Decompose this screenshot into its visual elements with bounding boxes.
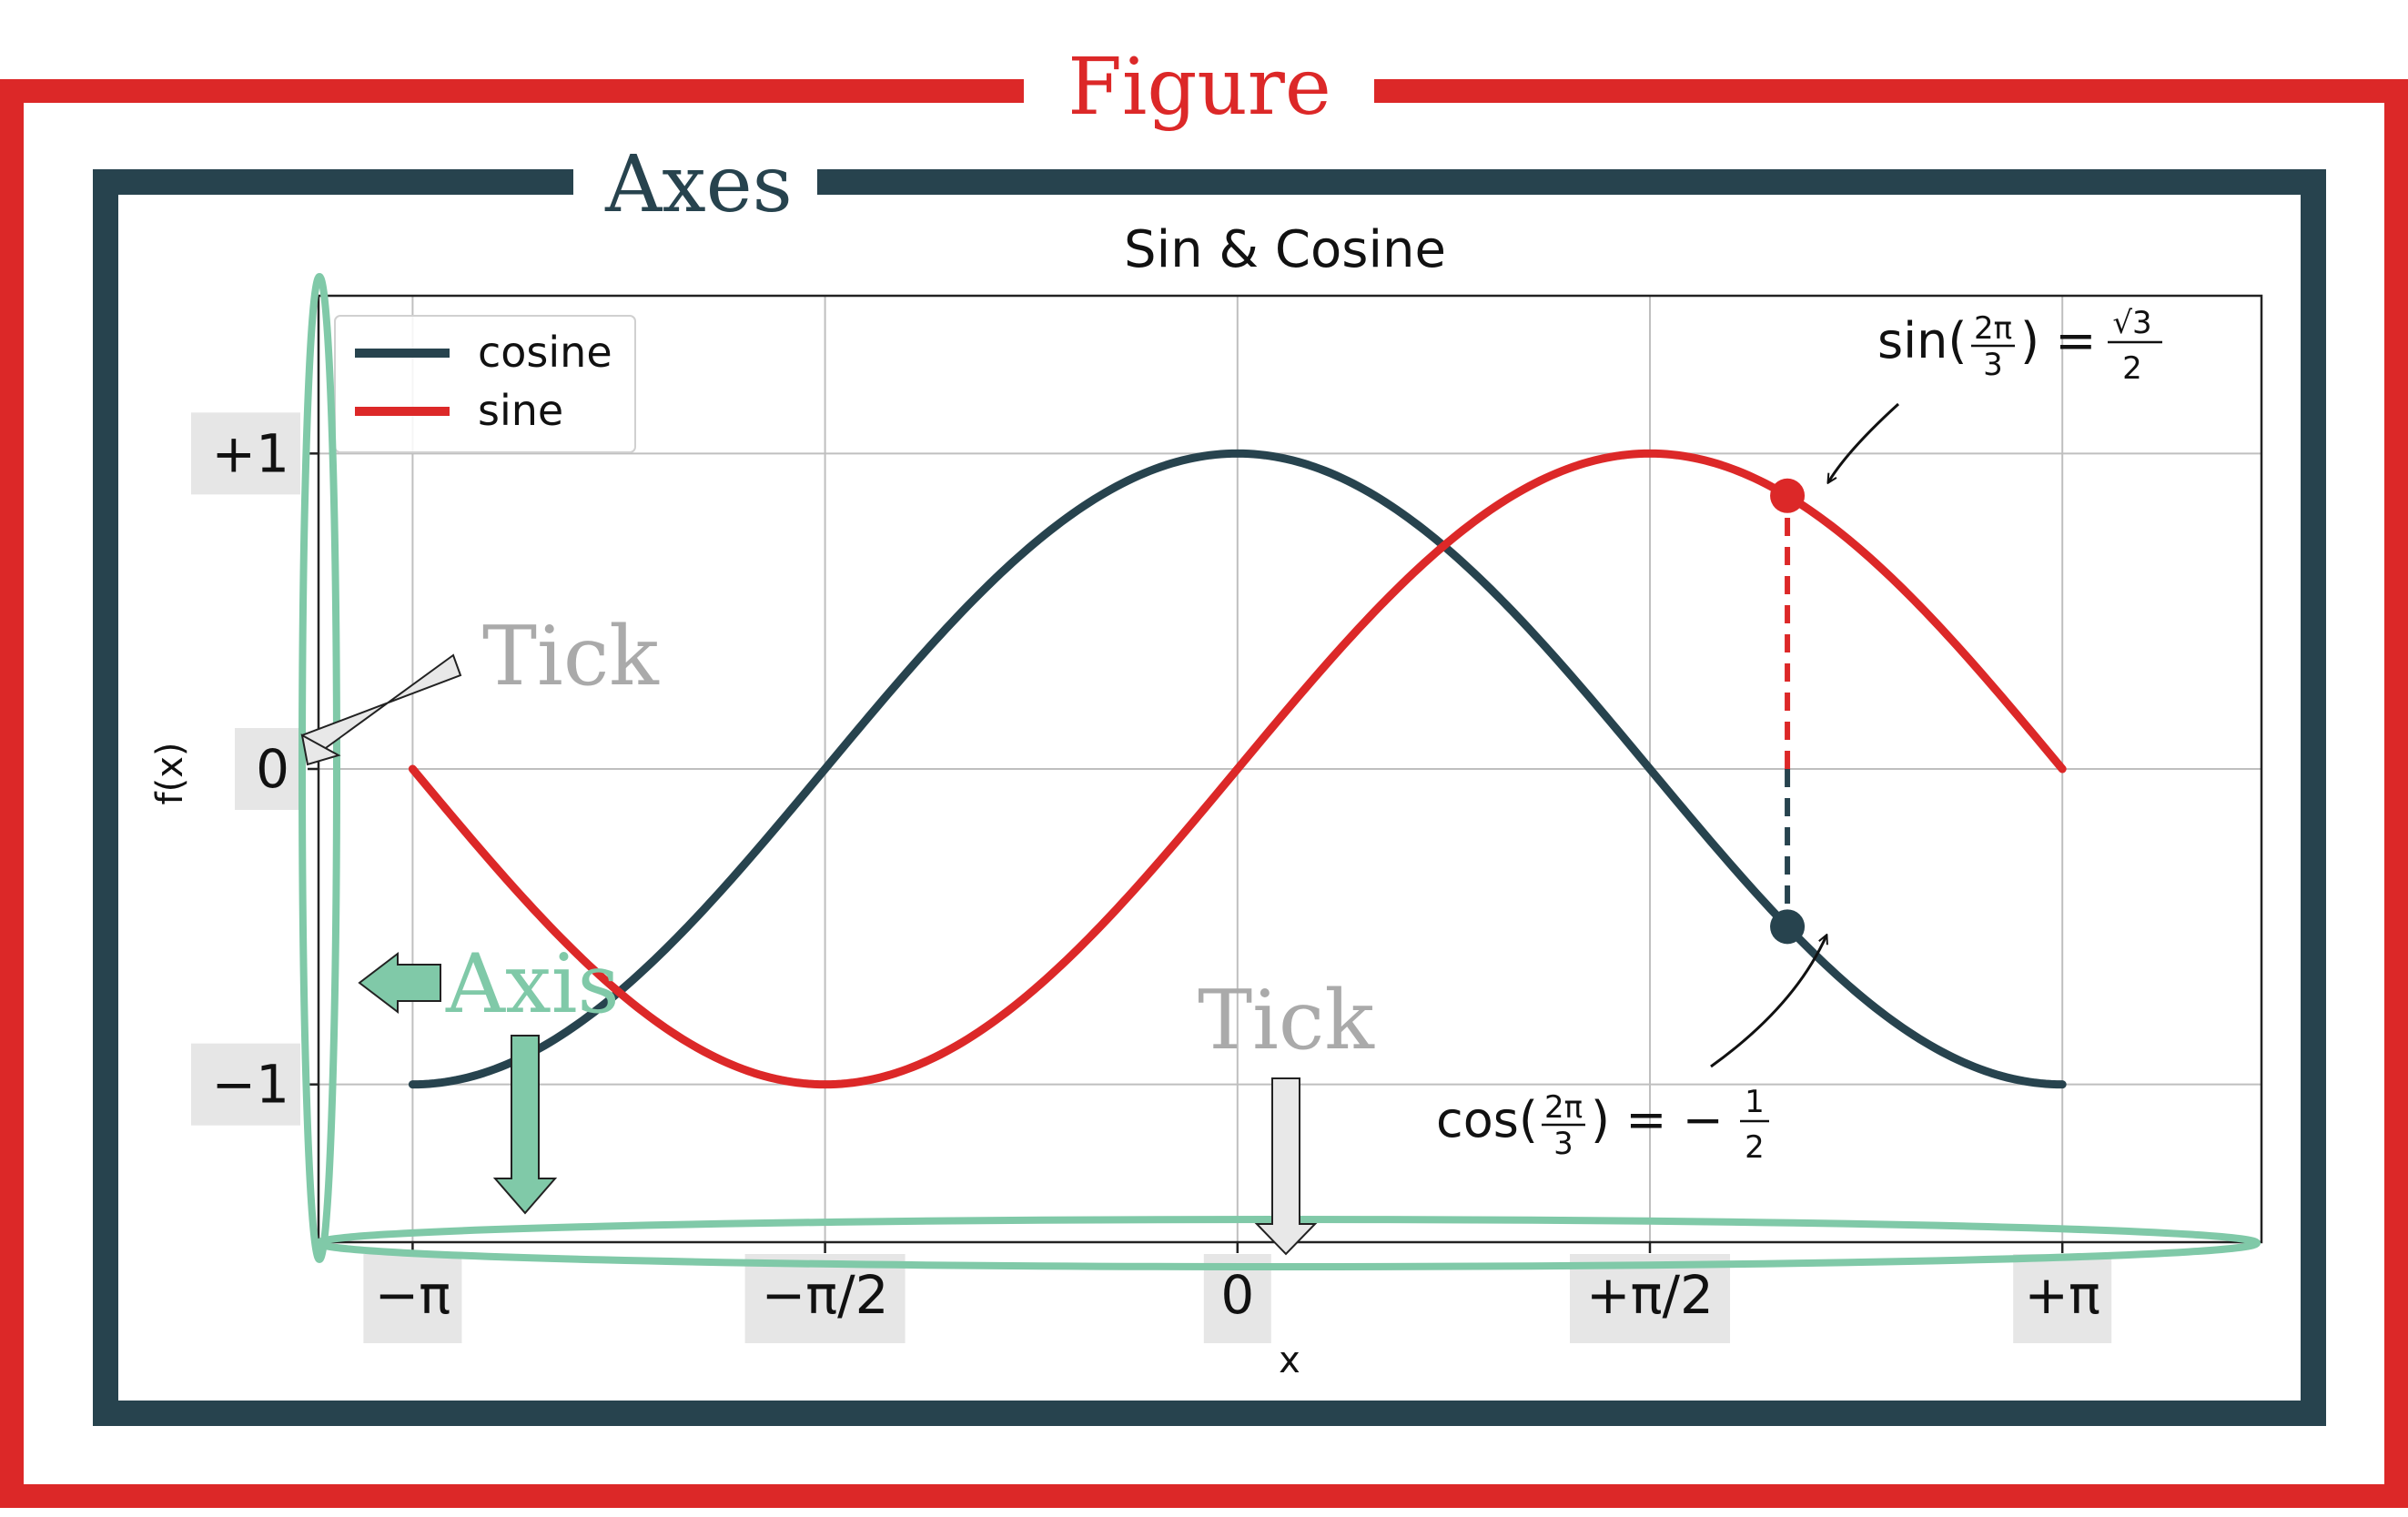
svg-text:2π: 2π [1974, 310, 2012, 347]
y-axis-label: f(x) [149, 743, 191, 805]
annotation-marks [1770, 478, 1806, 945]
x-tick-label: +π/2 [1586, 1264, 1714, 1326]
legend-sine-label: sine [478, 386, 563, 435]
y-axis-highlight [298, 273, 340, 1263]
svg-text:√3: √3 [2112, 305, 2151, 341]
svg-text:2: 2 [1745, 1129, 1765, 1166]
tick-marks [308, 452, 2064, 1253]
x-tick-label-bg [2013, 1254, 2112, 1343]
legend: cosine sine [334, 315, 636, 453]
axes-label: Axes [604, 139, 793, 230]
chart-title: Sin & Cosine [1124, 220, 1446, 279]
y-tick-label-bg [235, 728, 300, 810]
legend-cosine-label: cosine [478, 328, 612, 377]
y-tick-label-bg [191, 1043, 300, 1126]
figure-label-bg [1024, 36, 1374, 137]
tick-callout-left: Tick [482, 609, 660, 704]
x-tick-label: 0 [1220, 1264, 1254, 1326]
svg-text:2π: 2π [1544, 1089, 1583, 1126]
cosine-annotation-arrow [1710, 935, 1826, 1068]
x-tick-label-bg [744, 1254, 906, 1343]
sine-annotation-arrow [1828, 402, 1900, 482]
y-tick-label: −1 [212, 1054, 290, 1116]
axis-callout: Axis [445, 936, 620, 1032]
x-tick-label: −π/2 [762, 1264, 889, 1326]
axes-frame [93, 169, 2326, 1426]
tick-label-highlights [191, 412, 2112, 1343]
x-tick-label: −π [375, 1264, 451, 1326]
svg-text:3: 3 [1983, 347, 2003, 383]
y-tick-label: 0 [256, 738, 289, 800]
axis-arrow-left [358, 951, 441, 1015]
tick-labels: −π −π/2 0 +π/2 +π +1 0 −1 [212, 422, 2100, 1326]
svg-text:2: 2 [2122, 350, 2142, 387]
tick-arrow-bottom [1254, 1077, 1318, 1256]
sine-annotation: sin( 2π 3 ) = √3 2 [1877, 305, 2162, 387]
x-tick-label: +π [2024, 1264, 2100, 1326]
tick-arrow-left-head [300, 733, 341, 766]
y-tick-label-bg [191, 412, 300, 495]
tick-arrow-left [300, 653, 462, 762]
svg-text:sin(: sin( [1877, 312, 1967, 369]
axis-arrow-down [492, 1035, 558, 1215]
axes-label-bg [573, 146, 817, 228]
cosine-annotation: cos( 2π 3 ) = − 1 2 [1436, 1084, 1769, 1166]
tick-callout-bottom: Tick [1198, 973, 1375, 1068]
svg-text:1: 1 [1745, 1084, 1765, 1120]
cosine-annotation-point [1770, 909, 1806, 945]
x-tick-label-bg [363, 1254, 462, 1343]
sine-annotation-point [1770, 478, 1806, 513]
y-tick-label: +1 [212, 422, 290, 484]
svg-text:3: 3 [1553, 1126, 1573, 1162]
svg-text:) =: ) = [2020, 312, 2096, 369]
svg-text:) = −: ) = − [1591, 1091, 1724, 1148]
svg-text:cos(: cos( [1436, 1091, 1538, 1148]
figure-label: Figure [1067, 42, 1331, 133]
x-axis-label: x [1279, 1340, 1300, 1381]
